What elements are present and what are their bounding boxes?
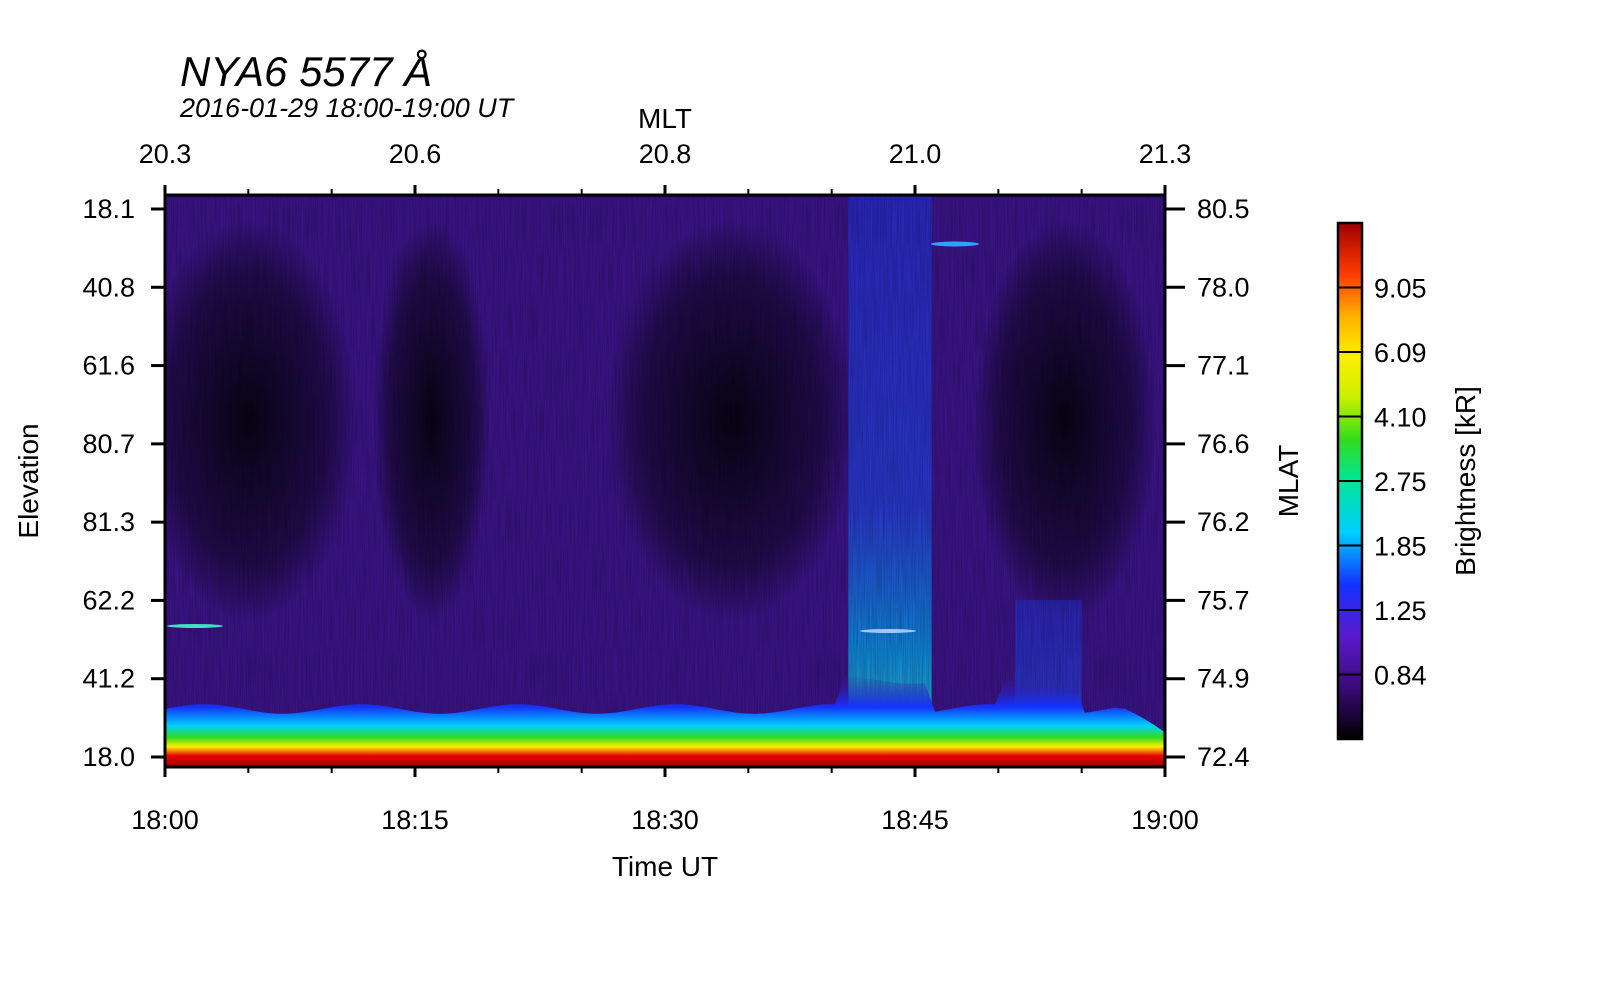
streak-center bbox=[860, 629, 916, 633]
colorbar-tick-label: 9.05 bbox=[1374, 274, 1427, 304]
x-tick-label: 18:30 bbox=[631, 805, 699, 835]
x-tick-label: 18:00 bbox=[131, 805, 199, 835]
right-tick-label: 74.9 bbox=[1197, 664, 1250, 694]
y-tick-label: 81.3 bbox=[82, 507, 135, 537]
colorbar: 0.84 1.25 1.85 2.75 4.10 6.09 9.05 Brightness … bbox=[1336, 221, 1481, 741]
top-tick-label: 20.8 bbox=[639, 139, 692, 169]
x-tick-label: 18:45 bbox=[881, 805, 949, 835]
colorbar-tick-label: 4.10 bbox=[1374, 403, 1427, 433]
keogram-image bbox=[165, 195, 1165, 767]
x-tick-label: 18:15 bbox=[381, 805, 449, 835]
chart-subtitle: 2016-01-29 18:00-19:00 UT bbox=[179, 93, 516, 123]
right-tick-label: 80.5 bbox=[1197, 194, 1250, 224]
right-tick-label: 77.1 bbox=[1197, 351, 1250, 381]
noise-texture bbox=[165, 195, 1165, 767]
y-tick-label: 18.0 bbox=[82, 742, 135, 772]
x-tick-label: 19:00 bbox=[1131, 805, 1199, 835]
colorbar-label: Brightness [kR] bbox=[1450, 386, 1481, 576]
y-tick-label: 80.7 bbox=[82, 429, 135, 459]
right-tick-label: 76.6 bbox=[1197, 429, 1250, 459]
aurora-band bbox=[165, 674, 1165, 767]
colorbar-ticks: 0.84 1.25 1.85 2.75 4.10 6.09 9.05 bbox=[1338, 274, 1427, 691]
right-tick-label: 75.7 bbox=[1197, 585, 1250, 615]
right-axis-label: MLAT bbox=[1273, 445, 1304, 518]
chart-title: NYA6 5577 Å bbox=[180, 48, 432, 95]
right-tick-label: 76.2 bbox=[1197, 507, 1250, 537]
colorbar-tick-label: 6.09 bbox=[1374, 338, 1427, 368]
streak-left bbox=[167, 624, 223, 628]
right-tick-label: 78.0 bbox=[1197, 272, 1250, 302]
top-tick-label: 21.3 bbox=[1139, 139, 1192, 169]
top-tick-label: 20.3 bbox=[139, 139, 192, 169]
y-tick-label: 41.2 bbox=[82, 664, 135, 694]
streak-top bbox=[931, 241, 979, 247]
x-axis-label: Time UT bbox=[612, 851, 718, 882]
right-tick-label: 72.4 bbox=[1197, 742, 1250, 772]
y-tick-label: 40.8 bbox=[82, 272, 135, 302]
axes: 18:00 18:15 18:30 18:45 19:00 20.3 20.6 20.8 21.… bbox=[82, 139, 1249, 835]
colorbar-tick-label: 2.75 bbox=[1374, 467, 1427, 497]
y-axis-label: Elevation bbox=[13, 423, 44, 538]
colorbar-tick-label: 1.85 bbox=[1374, 532, 1427, 562]
y-tick-label: 62.2 bbox=[82, 585, 135, 615]
colorbar-tick-label: 1.25 bbox=[1374, 596, 1427, 626]
y-tick-label: 18.1 bbox=[82, 194, 135, 224]
colorbar-tick-label: 0.84 bbox=[1374, 661, 1427, 691]
top-tick-label: 21.0 bbox=[889, 139, 942, 169]
top-tick-label: 20.6 bbox=[389, 139, 442, 169]
y-tick-label: 61.6 bbox=[82, 351, 135, 381]
top-axis-label: MLT bbox=[638, 103, 692, 134]
